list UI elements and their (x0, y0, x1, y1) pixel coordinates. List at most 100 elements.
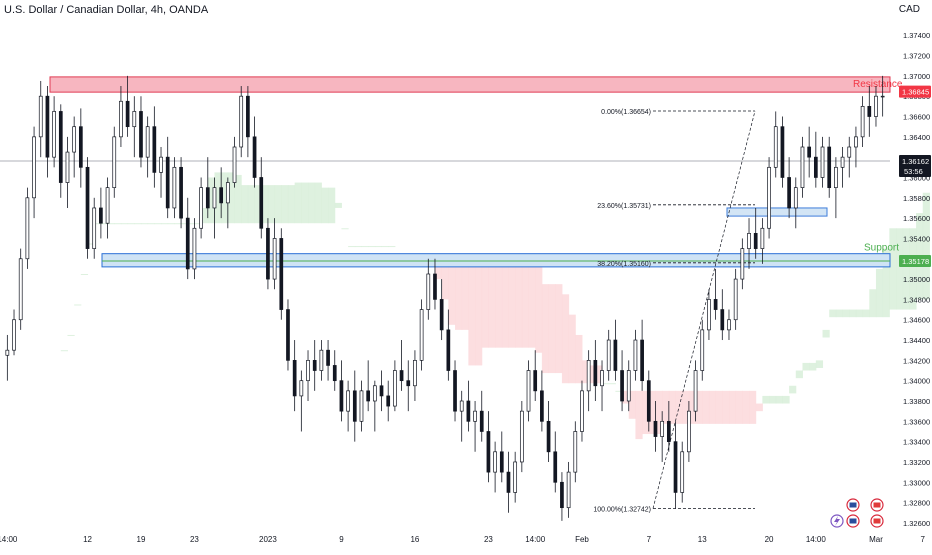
cloud-segment (561, 294, 570, 384)
cloud-segment (642, 390, 650, 435)
cloud-segment (702, 390, 710, 424)
candle (25, 187, 30, 269)
lightning-icon[interactable] (830, 514, 844, 528)
candle-body (272, 238, 277, 280)
cloud-segment (902, 228, 910, 310)
candle (813, 131, 818, 188)
candle (12, 309, 16, 356)
fib-level-label: 38.20%(1.35160) (597, 261, 651, 268)
candle (359, 380, 364, 432)
candle-body (780, 126, 785, 178)
time-tick-label: Mar (869, 535, 883, 544)
cloud-segment (568, 314, 576, 384)
cloud-segment (234, 174, 242, 224)
candle (820, 136, 825, 188)
cloud-segment (167, 223, 175, 225)
cloud-segment (535, 263, 543, 353)
candle-body (580, 390, 584, 432)
candle (847, 136, 852, 178)
fibonacci-retracement[interactable]: 0.00%(1.36654) 23.60%(1.35731) 38.20%(1.35… (593, 109, 756, 513)
candle-body (820, 146, 825, 178)
candle (827, 136, 832, 198)
candle (65, 136, 70, 208)
candle-body (58, 111, 63, 183)
time-tick-label: 16 (410, 535, 419, 544)
candle (867, 86, 872, 137)
candle-body (519, 410, 524, 463)
candle-body (366, 390, 371, 402)
candle (18, 248, 23, 330)
cloud-segment (655, 390, 663, 435)
candle-body (566, 471, 571, 509)
cloud-segment (140, 223, 149, 225)
us-flag-icon[interactable] (846, 514, 860, 528)
cloud-segment (802, 362, 810, 371)
candle (259, 157, 264, 239)
candle (493, 441, 497, 493)
fib-level-label: 0.00%(1.36654) (601, 109, 651, 116)
ca-flag-icon[interactable] (870, 514, 884, 528)
candle (105, 177, 110, 239)
candle (406, 360, 411, 412)
cloud-segment (60, 350, 68, 352)
event-icons[interactable] (830, 498, 884, 528)
time-tick-label: 12 (83, 535, 92, 544)
candle-body (212, 187, 217, 209)
candle (332, 350, 337, 391)
candle (767, 157, 771, 239)
candle (566, 461, 571, 518)
price-tick-label: 1.34000 (903, 377, 930, 386)
candle-body (319, 349, 324, 371)
candle-body (439, 299, 444, 331)
cloud-segment (214, 172, 222, 224)
candle-body (85, 166, 90, 249)
candle-body (406, 380, 411, 387)
cloud-segment (755, 403, 763, 412)
candle (459, 390, 464, 442)
candle-body (219, 187, 224, 204)
price-tick-label: 1.35400 (903, 234, 930, 243)
candlestick-series (5, 75, 885, 521)
candle (99, 187, 103, 239)
candle-body (379, 385, 384, 397)
candle-body (613, 339, 618, 371)
candle (513, 451, 518, 503)
price-axis[interactable]: 1.374001.372001.370001.368001.366001.364… (899, 31, 931, 528)
candle (252, 116, 257, 188)
cloud-segment (495, 258, 503, 348)
candle-body (259, 177, 264, 229)
candle (239, 86, 244, 158)
candle-body (840, 156, 845, 168)
candle-body (393, 370, 397, 407)
cloud-segment (822, 329, 830, 338)
candle (506, 451, 511, 513)
cloud-segment (635, 390, 643, 440)
fib-trend-line (652, 110, 756, 509)
candle-body (266, 227, 270, 280)
candle-body (346, 390, 350, 412)
cloud-segment (835, 309, 844, 318)
price-tick-label: 1.36600 (903, 113, 930, 122)
ca-flag-icon[interactable] (870, 498, 884, 512)
candle-body (145, 126, 150, 158)
candle-body (112, 136, 117, 188)
candle (78, 108, 83, 188)
us-flag-icon[interactable] (846, 498, 860, 512)
time-axis[interactable]: 14:00 12 19 23 2023 9 16 23 14:00 Feb 7 13 20 14:00 Ma… (0, 535, 932, 544)
cloud-segment (174, 223, 182, 225)
candle-body (292, 360, 297, 397)
candle-body (860, 106, 865, 138)
cloud-segment (829, 309, 837, 318)
candle (52, 96, 56, 168)
candle (626, 360, 631, 412)
candle-body (586, 360, 591, 392)
candle-body (593, 360, 598, 387)
candle-body (827, 146, 832, 188)
candle (312, 340, 317, 391)
candle-body (413, 360, 417, 387)
candle (773, 111, 778, 178)
candle-body (640, 339, 644, 382)
cloud-segment (628, 390, 636, 419)
